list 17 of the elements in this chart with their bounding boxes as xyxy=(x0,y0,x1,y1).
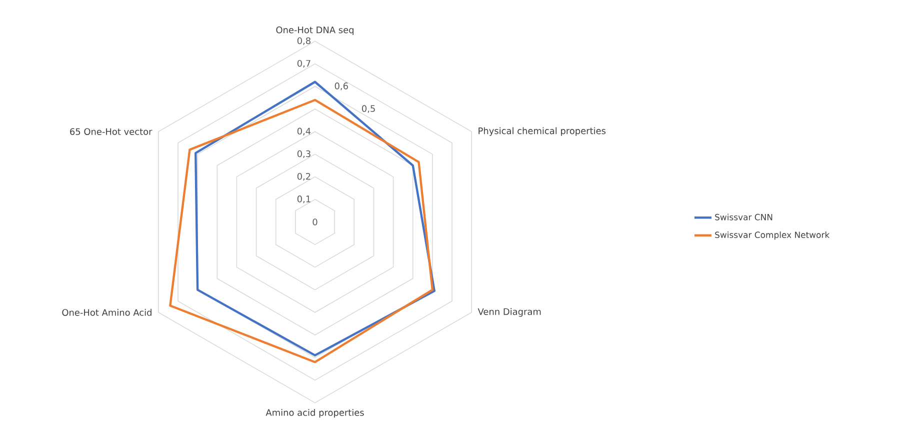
y-tick-label: 0 xyxy=(312,218,318,226)
y-tick-label: 0,3 xyxy=(297,150,310,158)
spoke-label: Venn Diagram xyxy=(478,308,541,317)
y-tick-label: 0,8 xyxy=(297,37,310,46)
y-tick-label: 0,7 xyxy=(297,60,310,68)
y-tick-label: 0,4 xyxy=(297,128,311,136)
y-tick-label: 0,2 xyxy=(297,172,310,181)
y-tick-label: 0,6 xyxy=(334,82,348,90)
legend-label: Swissvar Complex Network xyxy=(715,231,830,240)
spoke-label: One-Hot DNA seq xyxy=(276,26,354,36)
y-tick-label: 0,5 xyxy=(362,105,375,113)
spoke-label: Amino acid properties xyxy=(266,408,364,418)
spoke-label: Physical chemical properties xyxy=(478,127,606,136)
legend-label: Swissvar CNN xyxy=(715,214,772,220)
spoke-label: 65 One-Hot vector xyxy=(70,128,152,135)
y-tick-label: 0,1 xyxy=(297,196,310,204)
spoke-label: One-Hot Amino Acid xyxy=(62,308,152,316)
